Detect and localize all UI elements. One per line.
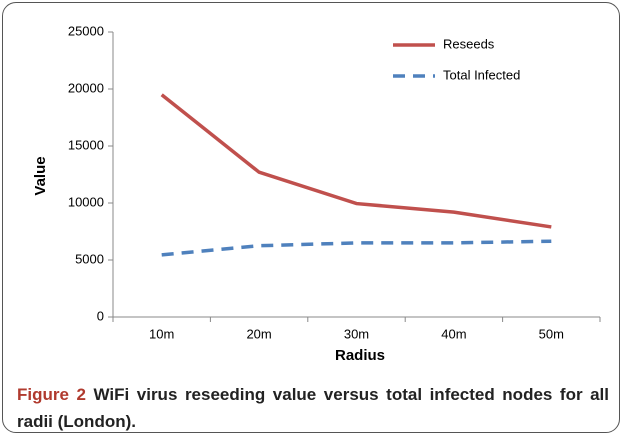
caption-text: WiFi virus reseeding value versus total … bbox=[17, 385, 610, 431]
y-axis-title: Value bbox=[32, 156, 49, 195]
x-tick-label: 30m bbox=[344, 326, 369, 341]
x-axis-title: Radius bbox=[335, 347, 385, 364]
y-tick-label: 25000 bbox=[68, 23, 104, 38]
figure-label: Figure 2 bbox=[17, 385, 86, 404]
x-tick-label: 10m bbox=[149, 326, 174, 341]
x-tick-label: 50m bbox=[539, 326, 564, 341]
y-tick-label: 20000 bbox=[68, 80, 104, 95]
x-tick-label: 20m bbox=[246, 326, 271, 341]
figure-frame: Value Radius 0 5000 10000 15000 20000 25000 10… bbox=[2, 2, 620, 433]
series-line bbox=[161, 239, 552, 257]
series-line bbox=[160, 93, 552, 229]
y-tick-label: 0 bbox=[97, 308, 104, 323]
caption: Figure 2 WiFi virus reseeding value vers… bbox=[17, 381, 610, 432]
legend-label: Reseeds bbox=[443, 36, 495, 51]
y-tick-label: 15000 bbox=[68, 137, 104, 152]
chart: Value Radius 0 5000 10000 15000 20000 25000 10… bbox=[32, 23, 601, 364]
y-tick-label: 5000 bbox=[75, 251, 104, 266]
x-tick-label: 40m bbox=[441, 326, 466, 341]
y-tick-label: 10000 bbox=[68, 194, 104, 209]
legend-label: Total Infected bbox=[443, 67, 520, 82]
